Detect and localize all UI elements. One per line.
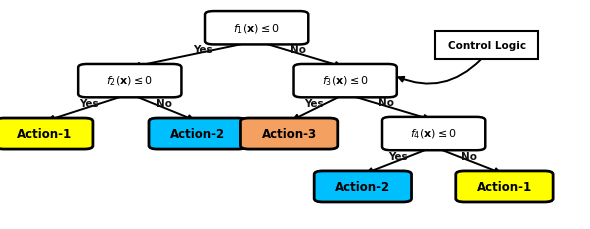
Text: No: No bbox=[156, 98, 172, 108]
FancyBboxPatch shape bbox=[149, 119, 247, 150]
Text: $f_3(\mathbf{x}) \leq 0$: $f_3(\mathbf{x}) \leq 0$ bbox=[322, 74, 369, 88]
Text: Yes: Yes bbox=[194, 45, 213, 55]
Text: Action-3: Action-3 bbox=[261, 128, 317, 140]
Text: Control Logic: Control Logic bbox=[448, 41, 526, 51]
Text: Action-2: Action-2 bbox=[335, 180, 391, 193]
Text: Action-2: Action-2 bbox=[170, 128, 225, 140]
FancyBboxPatch shape bbox=[205, 12, 308, 45]
FancyBboxPatch shape bbox=[293, 65, 396, 98]
FancyBboxPatch shape bbox=[435, 32, 538, 60]
Text: Yes: Yes bbox=[388, 151, 408, 161]
FancyBboxPatch shape bbox=[78, 65, 182, 98]
Text: Action-1: Action-1 bbox=[17, 128, 72, 140]
Text: $f_1(\mathbf{x}) \leq 0$: $f_1(\mathbf{x}) \leq 0$ bbox=[233, 22, 280, 35]
Text: Yes: Yes bbox=[80, 98, 99, 108]
Text: $f_2(\mathbf{x}) \leq 0$: $f_2(\mathbf{x}) \leq 0$ bbox=[106, 74, 153, 88]
FancyBboxPatch shape bbox=[314, 171, 411, 202]
FancyBboxPatch shape bbox=[455, 171, 553, 202]
FancyBboxPatch shape bbox=[382, 117, 485, 151]
Text: Action-1: Action-1 bbox=[477, 180, 532, 193]
Text: No: No bbox=[378, 98, 395, 108]
FancyBboxPatch shape bbox=[0, 119, 93, 150]
Text: No: No bbox=[461, 151, 477, 161]
Text: Yes: Yes bbox=[304, 98, 324, 108]
Text: No: No bbox=[290, 45, 306, 55]
Text: $f_4(\mathbf{x}) \leq 0$: $f_4(\mathbf{x}) \leq 0$ bbox=[410, 127, 457, 141]
FancyBboxPatch shape bbox=[241, 119, 337, 150]
